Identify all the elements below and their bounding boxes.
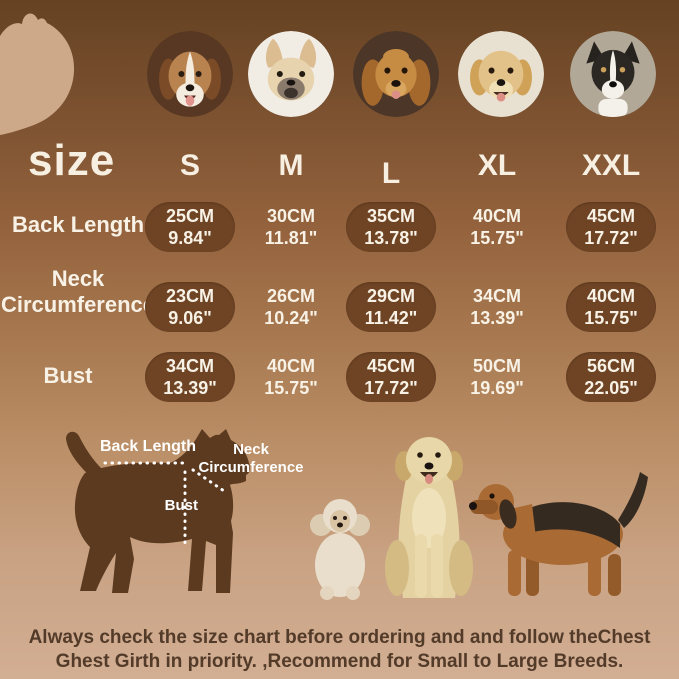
cell-inch-value: 15.75" — [264, 378, 318, 398]
cell-bust-xxl: 56CM 22.05" — [566, 352, 656, 402]
dog-measurement-diagram — [66, 429, 250, 593]
cell-back-length-xxl: 45CM 17.72" — [566, 202, 656, 252]
cell-inch-value: 17.72" — [364, 378, 418, 398]
dog-photo-french-bulldog — [248, 31, 334, 117]
measurement-dotted-lines — [103, 461, 229, 545]
footer-note-line2: Ghest Girth in priority. ,Recommend for … — [55, 651, 624, 672]
cell-bust-l: 45CM 17.72" — [346, 352, 436, 402]
cell-cm-value: 45CM — [366, 356, 415, 376]
cell-bust-m: 40CM 15.75" — [246, 352, 336, 402]
cell-inch-value: 9.84" — [168, 228, 212, 248]
cell-inch-value: 13.39" — [163, 378, 217, 398]
row-label-bust: Bust — [43, 363, 93, 388]
cell-cm-value: 23CM — [165, 286, 214, 306]
cell-bust-xl: 50CM 19.69" — [452, 352, 542, 402]
cell-cm-value: 34CM — [165, 356, 214, 376]
beagle-icon — [147, 31, 233, 117]
footer-note-line1: Always check the size chart before order… — [28, 627, 651, 648]
cell-neck-xl: 34CM 13.39" — [452, 282, 542, 332]
cell-neck-xxl: 40CM 15.75" — [566, 282, 656, 332]
cell-cm-value: 30CM — [266, 206, 315, 226]
cell-inch-value: 9.06" — [168, 308, 212, 328]
cell-inch-value: 11.81" — [264, 228, 318, 248]
cell-back-length-xl: 40CM 15.75" — [452, 202, 542, 252]
column-header-m: M — [278, 149, 304, 182]
cell-neck-l: 29CM 11.42" — [346, 282, 436, 332]
dog-photo-golden-retriever — [458, 31, 544, 117]
cell-inch-value: 13.78" — [364, 228, 418, 248]
cell-cm-value: 56CM — [586, 356, 635, 376]
cell-neck-s: 23CM 9.06" — [145, 282, 235, 332]
cell-inch-value: 15.75" — [470, 228, 524, 248]
column-header-xl: XL — [477, 149, 517, 182]
diagram-bust-label: Bust — [164, 497, 198, 514]
cell-inch-value: 11.42" — [364, 308, 418, 328]
diagram-back-length-label: Back Length — [99, 438, 196, 455]
cell-back-length-l: 35CM 13.78" — [346, 202, 436, 252]
column-header-s: S — [179, 149, 200, 182]
cell-cm-value: 35CM — [366, 206, 415, 226]
corner-dog-head-silhouette-icon — [0, 13, 75, 135]
cell-cm-value: 26CM — [266, 286, 315, 306]
cocker-spaniel-icon — [353, 31, 439, 117]
size-title: size — [28, 136, 116, 185]
dog-photo-cocker-spaniel — [353, 31, 439, 117]
column-header-l: L — [381, 157, 401, 190]
french-bulldog-icon — [248, 31, 334, 117]
dog-photo-border-collie — [570, 31, 656, 117]
dog-photo-hound — [469, 472, 648, 596]
cell-cm-value: 40CM — [266, 356, 315, 376]
dog-photo-beagle — [147, 31, 233, 117]
dog-silhouette-icon — [66, 429, 250, 593]
diagram-neck-label: Neck Circumference — [198, 441, 304, 476]
cell-cm-value: 34CM — [472, 286, 521, 306]
cell-cm-value: 29CM — [366, 286, 415, 306]
neck-line — [191, 468, 229, 495]
border-collie-icon — [570, 31, 656, 117]
dog-photo-toy-poodle — [310, 499, 370, 600]
golden-retriever-icon — [458, 31, 544, 117]
cell-cm-value: 25CM — [165, 206, 214, 226]
cell-back-length-s: 25CM 9.84" — [145, 202, 235, 252]
cell-bust-s: 34CM 13.39" — [145, 352, 235, 402]
cell-cm-value: 40CM — [472, 206, 521, 226]
cell-inch-value: 13.39" — [470, 308, 524, 328]
cell-inch-value: 15.75" — [584, 308, 638, 328]
cell-cm-value: 50CM — [472, 356, 521, 376]
cell-inch-value: 22.05" — [584, 378, 638, 398]
row-label-back-length: Back Length — [11, 212, 145, 237]
cell-inch-value: 19.69" — [470, 378, 524, 398]
cell-back-length-m: 30CM 11.81" — [246, 202, 336, 252]
cell-neck-m: 26CM 10.24" — [246, 282, 336, 332]
column-header-xxl: XXL — [581, 149, 641, 182]
dog-photo-labrador — [385, 437, 473, 598]
cell-inch-value: 10.24" — [264, 308, 318, 328]
row-label-neck-circumference: Neck Circumference — [0, 266, 156, 317]
cell-cm-value: 40CM — [586, 286, 635, 306]
cell-cm-value: 45CM — [586, 206, 635, 226]
cell-inch-value: 17.72" — [584, 228, 638, 248]
